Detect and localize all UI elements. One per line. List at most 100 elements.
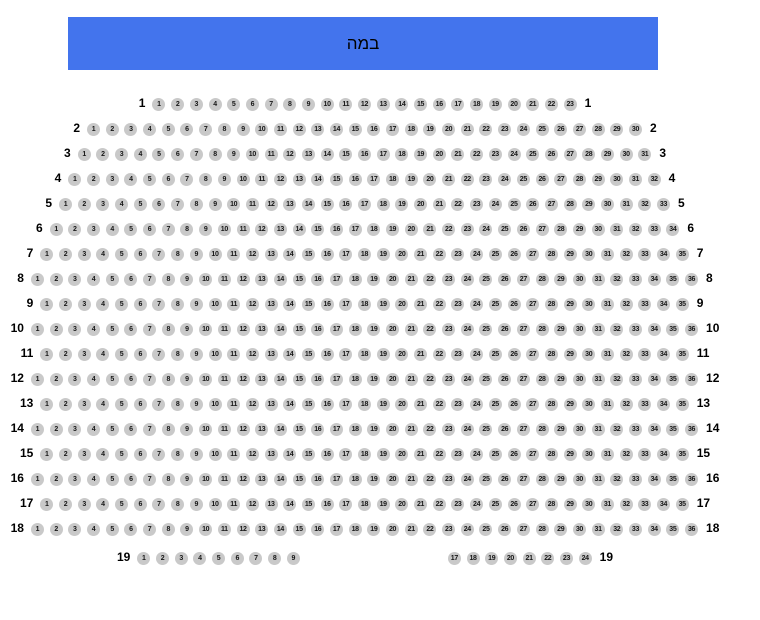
seat[interactable]: 6 [245,98,259,111]
seat[interactable]: 12 [236,523,250,536]
seat[interactable]: 6 [133,498,147,511]
seat[interactable]: 21 [526,98,540,111]
seat[interactable]: 36 [685,273,699,286]
seat[interactable]: 8 [268,552,282,565]
seat[interactable]: 10 [255,123,269,136]
seat[interactable]: 6 [152,198,166,211]
seat[interactable]: 7 [152,448,166,461]
seat[interactable]: 23 [460,223,474,236]
seat[interactable]: 12 [236,423,250,436]
seat[interactable]: 9 [189,248,203,261]
seat[interactable]: 12 [245,248,259,261]
seat[interactable]: 32 [610,523,624,536]
seat[interactable]: 14 [283,448,297,461]
seat[interactable]: 6 [124,473,138,486]
seat[interactable]: 30 [582,448,596,461]
seat[interactable]: 22 [451,198,465,211]
seat[interactable]: 19 [395,198,409,211]
seat[interactable]: 23 [451,248,465,261]
seat[interactable]: 28 [591,123,605,136]
seat[interactable]: 29 [610,123,624,136]
seat[interactable]: 18 [466,552,480,565]
seat[interactable]: 3 [68,473,82,486]
seat[interactable]: 29 [563,448,577,461]
seat[interactable]: 24 [479,223,493,236]
seat[interactable]: 33 [628,423,642,436]
seat[interactable]: 30 [572,523,586,536]
seat[interactable]: 19 [485,552,499,565]
seat[interactable]: 24 [460,373,474,386]
seat[interactable]: 36 [685,523,699,536]
seat[interactable]: 30 [582,298,596,311]
seat[interactable]: 16 [311,523,325,536]
seat[interactable]: 10 [217,223,231,236]
seat[interactable]: 13 [311,123,325,136]
seat[interactable]: 2 [59,448,72,461]
seat[interactable]: 2 [59,348,72,361]
seat[interactable]: 4 [87,523,101,536]
seat[interactable]: 7 [143,273,157,286]
seat[interactable]: 17 [447,552,461,565]
seat[interactable]: 8 [161,423,175,436]
seat[interactable]: 6 [161,173,175,186]
seat[interactable]: 29 [563,398,577,411]
seat[interactable]: 16 [329,223,343,236]
seat[interactable]: 32 [619,398,633,411]
seat[interactable]: 7 [189,148,203,161]
seat[interactable]: 17 [386,123,400,136]
seat[interactable]: 11 [217,373,231,386]
seat[interactable]: 21 [414,398,428,411]
seat[interactable]: 28 [544,498,558,511]
seat[interactable]: 21 [442,173,456,186]
seat[interactable]: 19 [376,298,390,311]
seat[interactable]: 32 [619,498,633,511]
seat[interactable]: 12 [292,123,306,136]
seat[interactable]: 31 [638,148,652,161]
seat[interactable]: 20 [414,198,428,211]
seat[interactable]: 17 [367,173,381,186]
seat[interactable]: 11 [236,223,250,236]
seat[interactable]: 11 [264,148,278,161]
seat[interactable]: 29 [600,148,614,161]
seat[interactable]: 1 [40,498,54,511]
seat[interactable]: 20 [507,98,521,111]
seat[interactable]: 36 [685,373,699,386]
seat[interactable]: 12 [245,398,259,411]
seat[interactable]: 7 [249,552,263,565]
seat[interactable]: 9 [180,273,194,286]
seat[interactable]: 9 [180,323,194,336]
seat[interactable]: 25 [498,223,512,236]
seat[interactable]: 13 [264,498,278,511]
seat[interactable]: 11 [245,198,259,211]
seat[interactable]: 8 [217,123,231,136]
seat[interactable]: 26 [507,348,521,361]
seat[interactable]: 1 [152,98,166,111]
seat[interactable]: 26 [498,423,512,436]
seat[interactable]: 7 [143,423,157,436]
seat[interactable]: 9 [208,198,222,211]
seat[interactable]: 18 [404,123,418,136]
seat[interactable]: 7 [152,398,166,411]
seat[interactable]: 7 [152,348,166,361]
seat[interactable]: 27 [526,348,540,361]
seat[interactable]: 13 [255,273,269,286]
seat[interactable]: 24 [498,173,512,186]
seat[interactable]: 24 [516,123,530,136]
seat[interactable]: 35 [666,373,680,386]
seat[interactable]: 14 [320,148,334,161]
seat[interactable]: 4 [87,473,101,486]
seat[interactable]: 9 [189,348,203,361]
seat[interactable]: 29 [554,373,568,386]
seat[interactable]: 14 [283,298,297,311]
seat[interactable]: 21 [414,448,428,461]
seat[interactable]: 16 [311,423,325,436]
seat[interactable]: 23 [563,98,577,111]
seat[interactable]: 27 [526,398,540,411]
seat[interactable]: 9 [199,223,213,236]
seat[interactable]: 12 [255,223,269,236]
seat[interactable]: 6 [124,373,138,386]
seat[interactable]: 15 [292,373,306,386]
seat[interactable]: 32 [610,473,624,486]
seat[interactable]: 15 [292,323,306,336]
seat[interactable]: 23 [470,198,484,211]
